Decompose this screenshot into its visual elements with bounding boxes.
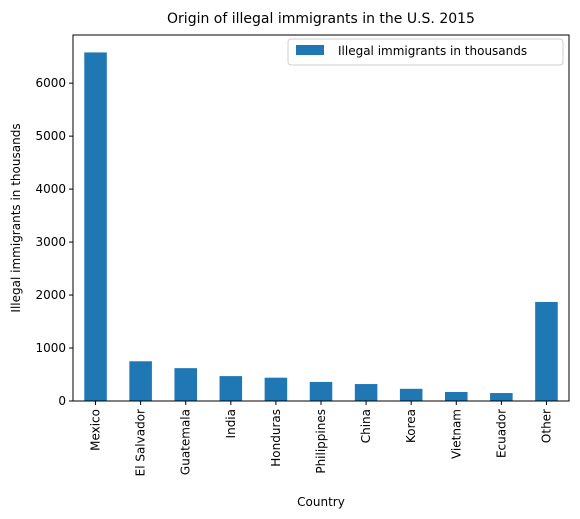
bar: [445, 391, 468, 401]
bar: [264, 377, 288, 401]
x-tick-label: Ecuador: [494, 409, 508, 458]
plot-frame: [72, 34, 570, 402]
y-tick-label: 6000: [35, 76, 66, 90]
bar: [490, 393, 513, 401]
x-tick-label: India: [224, 409, 238, 438]
bar: [129, 361, 152, 401]
legend-label: Illegal immigrants in thousands: [338, 44, 527, 58]
y-tick-label: 4000: [35, 182, 66, 196]
x-tick-label: El Salvador: [134, 409, 148, 476]
chart-title: Origin of illegal immigrants in the U.S.…: [167, 11, 475, 27]
y-tick-label: 5000: [35, 129, 66, 143]
plot-area: [72, 34, 570, 402]
bar: [309, 381, 333, 401]
x-tick-label: Mexico: [89, 409, 103, 451]
bar: [354, 384, 378, 401]
x-tick-label: Guatemala: [179, 409, 193, 475]
y-tick-label: 2000: [35, 288, 66, 302]
legend-box: [287, 38, 564, 66]
y-tick-label: 1000: [35, 341, 66, 355]
x-tick-label: Korea: [404, 409, 418, 443]
y-tick-label: 3000: [35, 235, 66, 249]
bar: [84, 52, 107, 402]
x-axis-label: Country: [297, 495, 345, 509]
x-tick-label: Honduras: [269, 409, 283, 467]
bar: [219, 376, 243, 401]
y-axis: 0 1000 2000 3000 4000 5000 6000: [35, 76, 73, 408]
legend-swatch: [296, 45, 324, 55]
y-axis-label: Illegal immigrants in thousands: [9, 123, 23, 312]
x-tick-label: Philippines: [314, 409, 328, 474]
legend: Illegal immigrants in thousands: [287, 38, 564, 66]
bar: [174, 368, 197, 401]
x-tick-label: Other: [539, 409, 553, 443]
bars: [84, 52, 558, 402]
y-tick-label: 0: [58, 394, 66, 408]
bar: [399, 388, 423, 401]
x-tick-label: China: [359, 409, 373, 443]
x-axis: Mexico El Salvador Guatemala India Honduras P…: [89, 401, 553, 476]
x-tick-label: Vietnam: [449, 409, 463, 459]
bar: [535, 301, 558, 401]
